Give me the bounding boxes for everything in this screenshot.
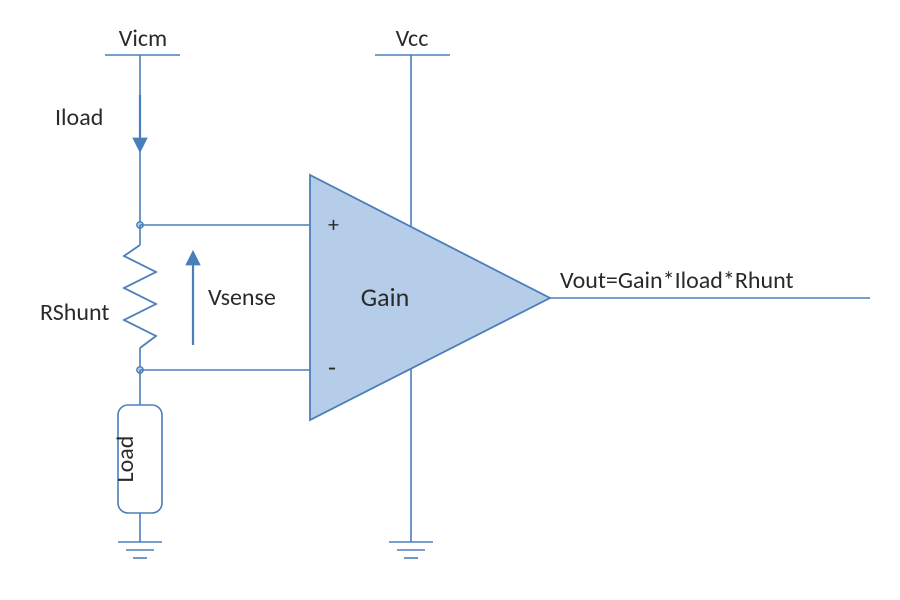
ground-left-icon [118,542,162,558]
opamp-minus-label: - [328,351,336,383]
circuit-diagram: Gain + - Vicm Iload RShunt Vsense Load V… [0,0,900,600]
opamp-plus-label: + [328,211,339,238]
load-label: Load [111,436,140,483]
vsense-label: Vsense [208,283,276,312]
opamp-gain-label: Gain [361,281,409,313]
opamp-triangle [310,175,550,420]
vcc-label: Vcc [396,24,429,53]
rshunt-zigzag [124,245,156,348]
iload-label: Iload [55,103,103,132]
vicm-label: Vicm [119,24,167,53]
ground-right-icon [389,542,433,558]
rshunt-label: RShunt [40,298,109,327]
vout-label: Vout=Gain*Iload*Rhunt [560,266,794,295]
